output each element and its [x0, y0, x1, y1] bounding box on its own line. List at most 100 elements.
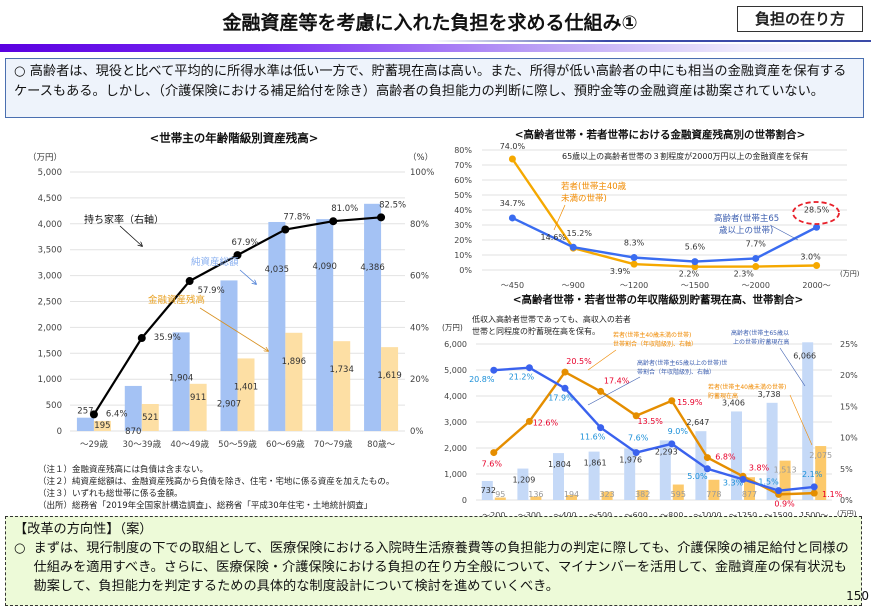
note-3: （注３）いずれも総世帯に係る金額。: [38, 489, 183, 499]
chart1-label-financial-assets: 1,734: [330, 365, 354, 375]
chart1-y-tick: 5,000: [38, 168, 62, 178]
chart3-elder-save-annotation-1: 高齢者(世帯主65歳以: [731, 329, 789, 337]
chart1-label-homeownership: 67.9%: [232, 238, 259, 248]
chart3-young-rate-annotation-1: 若者(世帯主40歳未満の世帯): [613, 331, 691, 339]
chart2-label-young: 3.0%: [800, 253, 821, 262]
chart2-y-tick: 0%: [459, 266, 472, 275]
chart2-elder-point: [630, 254, 638, 262]
section-tag: 負担の在り方: [737, 6, 863, 32]
chart1-homeownership-point: [377, 213, 386, 222]
chart1-x-tick: 40～49歳: [170, 439, 209, 450]
page-title: 金融資産等を考慮に入れた負担を求める仕組み①: [222, 12, 638, 34]
chart2-label-elder: 5.6%: [685, 243, 706, 252]
chart1-bar-net-assets: [316, 219, 334, 431]
chart1-bar-net-assets: [172, 332, 190, 431]
chart3-young-rate-pointer: [587, 349, 617, 371]
chart3-y-right-tick: 0%: [840, 496, 853, 505]
chart2-x-tick: ～1200: [620, 281, 648, 290]
chart3-label-elder-rate: 11.6%: [580, 433, 606, 442]
chart3-young-save-annotation-1: 若者(世帯主40歳未満の世帯): [708, 383, 786, 391]
reform-text: まずは、現行制度の下での取組として、医療保険における入院時生活療養費等の負担能力…: [33, 541, 849, 594]
chart1-net-arrow: [239, 269, 256, 284]
chart1-y-right-tick: 40%: [410, 323, 429, 333]
chart1-y-tick: 2,500: [38, 298, 62, 308]
chart3-young-rate-point: [668, 397, 676, 405]
chart3-bar-elder-savings: [624, 448, 636, 500]
chart1-x-tick: 60～69歳: [266, 439, 305, 450]
reform-bullet: ○: [14, 541, 26, 556]
chart3-label-elder-savings: 1,976: [619, 456, 642, 465]
chart3-bar-elder-savings: [802, 342, 814, 500]
chart1-label-financial-assets: 1,619: [377, 371, 401, 381]
chart2-label-elder: 8.3%: [624, 239, 645, 248]
chart3-bar-elder-savings: [553, 453, 564, 500]
chart1-label-net-assets: 2,907: [217, 399, 241, 409]
chart1-label-net-assets: 4,035: [265, 265, 289, 275]
chart2-highlight-circle: [792, 201, 840, 225]
chart3-label-young-rate: 20.5%: [566, 357, 592, 366]
chart3-y-right-tick: 5%: [840, 465, 853, 474]
chart3-young-rate-point: [561, 368, 569, 376]
chart3-elder-rate-annotation-2: 帯割合（年収階級別、右軸）: [637, 368, 715, 376]
chart3-bar-young-savings: [530, 496, 542, 500]
chart3-elder-rate-point: [775, 487, 783, 495]
chart3-bar-young-savings: [601, 491, 613, 500]
chart1-y-right-tick: 0%: [410, 427, 424, 437]
intro-text: 高齢者は、現役と比べて平均的に所得水準は低い一方で、貯蓄現在高は高い。また、所得…: [14, 64, 847, 99]
chart3-bar-young-savings: [566, 494, 577, 500]
chart3-bar-elder-savings: [659, 440, 671, 500]
chart3-label-young-savings: 877: [742, 490, 757, 499]
chart1-bar-financial-assets: [237, 358, 255, 431]
chart3-bar-elder-savings: [588, 451, 600, 500]
chart3-subtitle-2: 世帯と同程度の貯蓄現在高を保有。: [472, 326, 600, 336]
chart3-label-elder-rate: 7.6%: [628, 434, 649, 443]
chart3-bar-elder-savings: [517, 468, 529, 500]
chart3-label-young-savings: 382: [635, 490, 650, 499]
chart3-x-unit: (万円): [837, 510, 857, 518]
chart2-y-tick: 70%: [454, 161, 472, 170]
chart1-y-tick: 3,000: [38, 272, 62, 282]
chart1-bar-financial-assets: [381, 347, 399, 431]
chart1-left-unit: （万円）: [28, 152, 62, 163]
chart3-label-young-rate: 13.5%: [637, 417, 663, 426]
chart3-label-elder-rate: 2.1%: [802, 470, 823, 479]
chart3-elder-rate-point: [668, 440, 676, 448]
chart1-y-tick: 1,000: [38, 375, 62, 385]
chart1-label-homeownership: 6.4%: [106, 409, 128, 419]
chart2-label-elder: 15.2%: [567, 229, 593, 238]
chart2-y-tick: 40%: [454, 206, 472, 215]
chart3-x-tick: ～600: [625, 511, 648, 518]
chart3-label-elder-savings: 1,861: [584, 459, 607, 468]
chart3-x-tick: ～400: [553, 511, 576, 518]
chart2-label-young: 74.0%: [500, 142, 526, 151]
chart3-x-tick: ～1000: [693, 511, 721, 518]
chart3-label-elder-savings: 6,066: [793, 351, 816, 360]
chart3-label-elder-savings: 1,804: [548, 460, 571, 469]
chart3-x-tick: ～300: [518, 511, 541, 518]
chart2-y-tick: 60%: [454, 176, 472, 185]
chart1-x-tick: 30～39歳: [122, 439, 161, 450]
chart3-label-young-savings: 194: [564, 490, 579, 499]
chart3-label-elder-rate: 20.8%: [469, 375, 495, 384]
chart3-elder-rate-point: [739, 475, 747, 483]
chart1-y-tick: 1,500: [38, 349, 62, 359]
chart3-label-young-savings: 1,513: [774, 466, 797, 475]
chart2-young-point: [752, 263, 760, 271]
chart-asset-distribution: <高齢者世帯・若者世帯における金融資産残高別の世帯割合> 65歳以上の高齢者世帯…: [454, 128, 860, 290]
chart1-line-annotation: 持ち家率（右軸）: [84, 213, 164, 226]
chart3-label-elder-savings: 1,209: [512, 476, 535, 485]
chart3-bar-young-savings: [815, 446, 827, 500]
chart3-young-rate-annotation-2: 世帯割合（年収階級別、右軸）: [613, 340, 697, 348]
chart1-x-tick: 50～59歳: [218, 439, 257, 450]
chart2-elder-point: [691, 258, 699, 266]
header-gradient-bar: [0, 44, 871, 52]
chart1-label-financial-assets: 911: [190, 393, 206, 403]
chart3-young-save-annotation-2: 貯蓄現在高: [708, 392, 738, 400]
note-2: （注２）純資産総額は、金融資産残高から負債を除き、住宅・宅地に係る資産を加えたも…: [38, 477, 395, 487]
chart3-x-tick: ～800: [660, 511, 683, 518]
chart3-label-young-savings: 95: [495, 490, 505, 499]
chart1-label-homeownership: 82.5%: [379, 200, 406, 210]
chart3-label-elder-savings: 3,738: [758, 390, 781, 399]
chart1-y-tick: 2,000: [38, 323, 62, 333]
reform-heading: 【改革の方向性】（案）: [14, 522, 153, 537]
